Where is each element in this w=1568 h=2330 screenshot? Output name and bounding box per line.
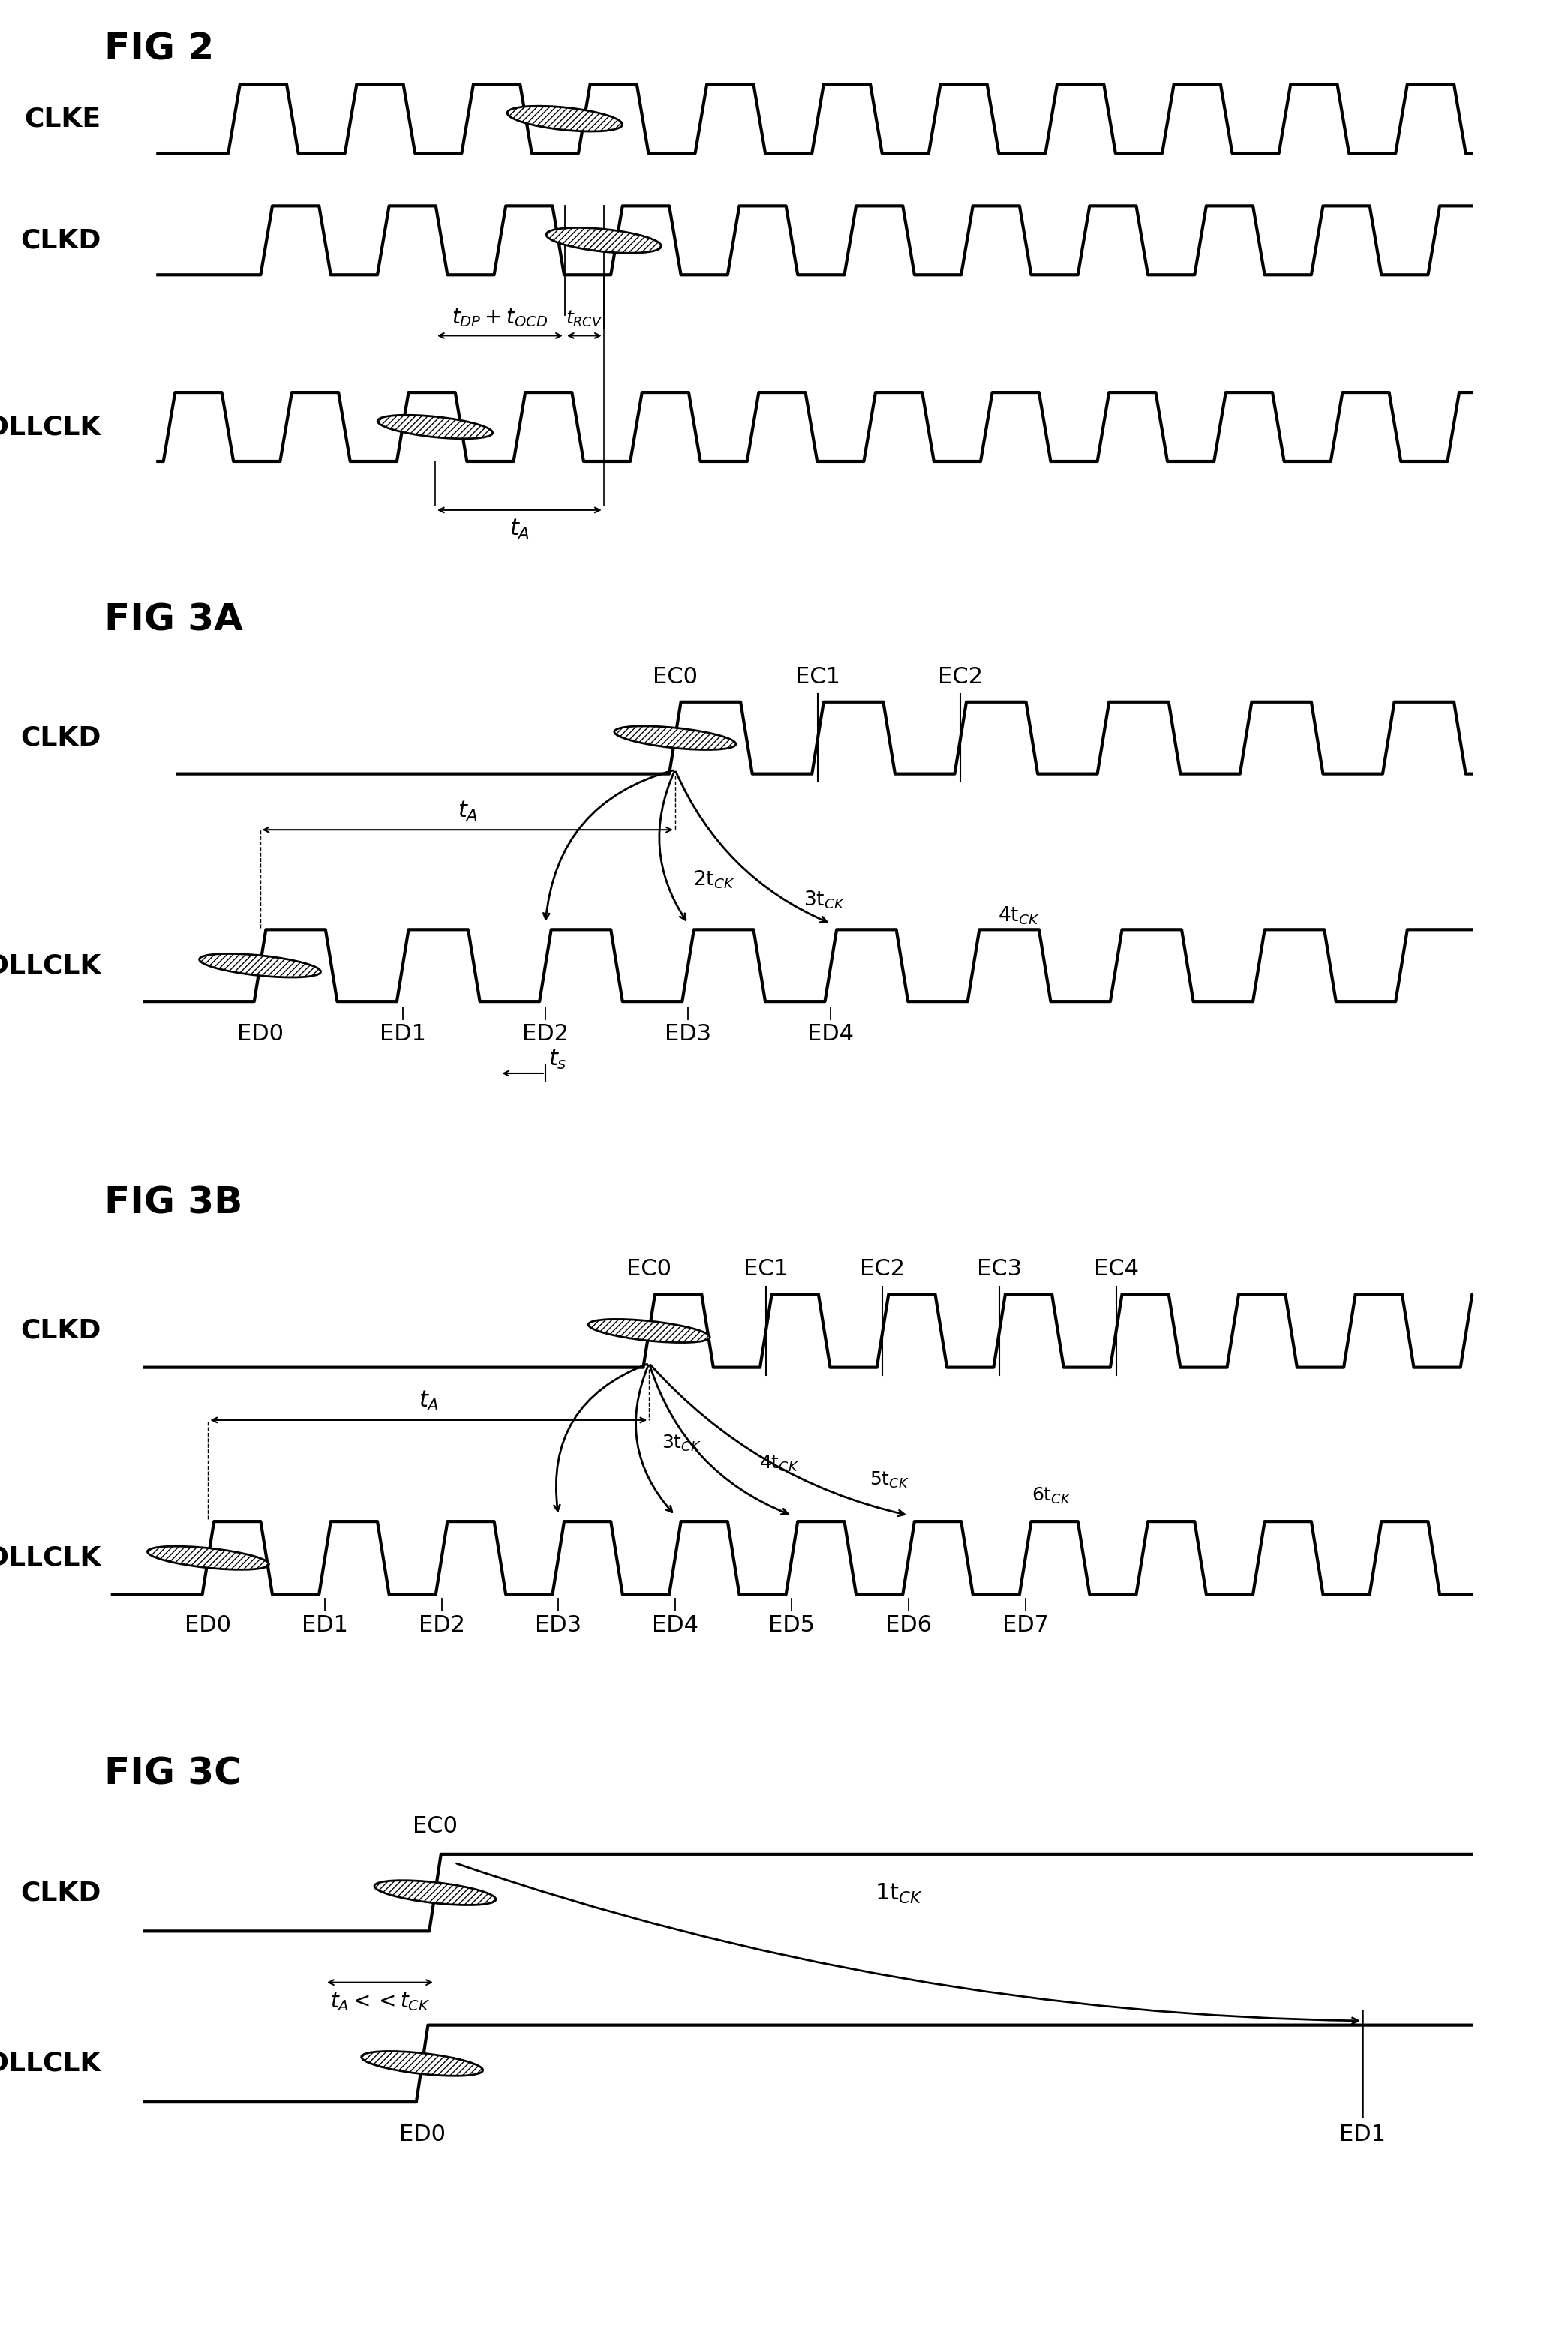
Text: DLLCLK: DLLCLK — [0, 1545, 100, 1570]
Text: ED3: ED3 — [535, 1615, 582, 1636]
Text: ED4: ED4 — [808, 1023, 855, 1046]
Text: 3t$_{CK}$: 3t$_{CK}$ — [803, 890, 845, 911]
Text: DLLCLK: DLLCLK — [0, 953, 100, 979]
Text: EC1: EC1 — [795, 666, 840, 687]
Ellipse shape — [199, 953, 321, 979]
Text: CLKD: CLKD — [20, 725, 100, 750]
Text: CLKE: CLKE — [25, 105, 100, 130]
Text: DLLCLK: DLLCLK — [0, 415, 100, 440]
Text: $t_A$: $t_A$ — [510, 517, 530, 541]
Text: FIG 3A: FIG 3A — [105, 601, 243, 638]
Text: EC0: EC0 — [627, 1258, 671, 1279]
Text: EC0: EC0 — [652, 666, 698, 687]
Text: $t_{RCV}$: $t_{RCV}$ — [566, 308, 602, 329]
Text: 4t$_{CK}$: 4t$_{CK}$ — [759, 1454, 798, 1473]
Ellipse shape — [378, 415, 492, 438]
Text: CLKD: CLKD — [20, 1319, 100, 1344]
Ellipse shape — [508, 105, 622, 130]
Text: CLKD: CLKD — [20, 228, 100, 254]
Text: FIG 3C: FIG 3C — [105, 1757, 241, 1792]
Text: $t_s$: $t_s$ — [549, 1048, 568, 1072]
Text: $t_A<<t_{CK}$: $t_A<<t_{CK}$ — [329, 1990, 430, 2013]
Text: EC3: EC3 — [977, 1258, 1022, 1279]
Text: $t_A$: $t_A$ — [458, 799, 478, 822]
Ellipse shape — [361, 2050, 483, 2076]
Text: ED0: ED0 — [237, 1023, 284, 1046]
Text: EC2: EC2 — [861, 1258, 905, 1279]
Text: ED2: ED2 — [522, 1023, 569, 1046]
Text: ED3: ED3 — [665, 1023, 712, 1046]
Ellipse shape — [615, 727, 735, 750]
Text: $t_{DP}+t_{OCD}$: $t_{DP}+t_{OCD}$ — [452, 308, 549, 329]
Text: EC0: EC0 — [412, 1815, 458, 1836]
Text: 4t$_{CK}$: 4t$_{CK}$ — [997, 904, 1040, 927]
Text: $t_A$: $t_A$ — [419, 1389, 439, 1412]
Text: 6t$_{CK}$: 6t$_{CK}$ — [1032, 1487, 1071, 1505]
Ellipse shape — [588, 1319, 710, 1342]
Text: 5t$_{CK}$: 5t$_{CK}$ — [869, 1470, 909, 1489]
Text: ED0: ED0 — [185, 1615, 232, 1636]
Text: ED5: ED5 — [768, 1615, 815, 1636]
Text: EC2: EC2 — [938, 666, 983, 687]
Text: ED1: ED1 — [301, 1615, 348, 1636]
Text: 2t$_{CK}$: 2t$_{CK}$ — [693, 869, 735, 890]
Text: EC4: EC4 — [1093, 1258, 1138, 1279]
Text: ED6: ED6 — [886, 1615, 931, 1636]
Text: FIG 3B: FIG 3B — [105, 1184, 243, 1221]
Ellipse shape — [375, 1880, 495, 1906]
Text: ED1: ED1 — [1339, 2123, 1386, 2146]
Text: EC1: EC1 — [743, 1258, 789, 1279]
Text: 1t$_{CK}$: 1t$_{CK}$ — [875, 1883, 924, 1906]
Text: ED2: ED2 — [419, 1615, 464, 1636]
Text: ED4: ED4 — [652, 1615, 698, 1636]
Ellipse shape — [546, 228, 662, 254]
Ellipse shape — [147, 1547, 268, 1570]
Text: 3t$_{CK}$: 3t$_{CK}$ — [662, 1433, 701, 1454]
Text: FIG 2: FIG 2 — [105, 30, 215, 68]
Text: ED7: ED7 — [1002, 1615, 1049, 1636]
Text: ED0: ED0 — [398, 2123, 445, 2146]
Text: ED1: ED1 — [379, 1023, 426, 1046]
Text: CLKD: CLKD — [20, 1880, 100, 1906]
Text: DLLCLK: DLLCLK — [0, 2050, 100, 2076]
